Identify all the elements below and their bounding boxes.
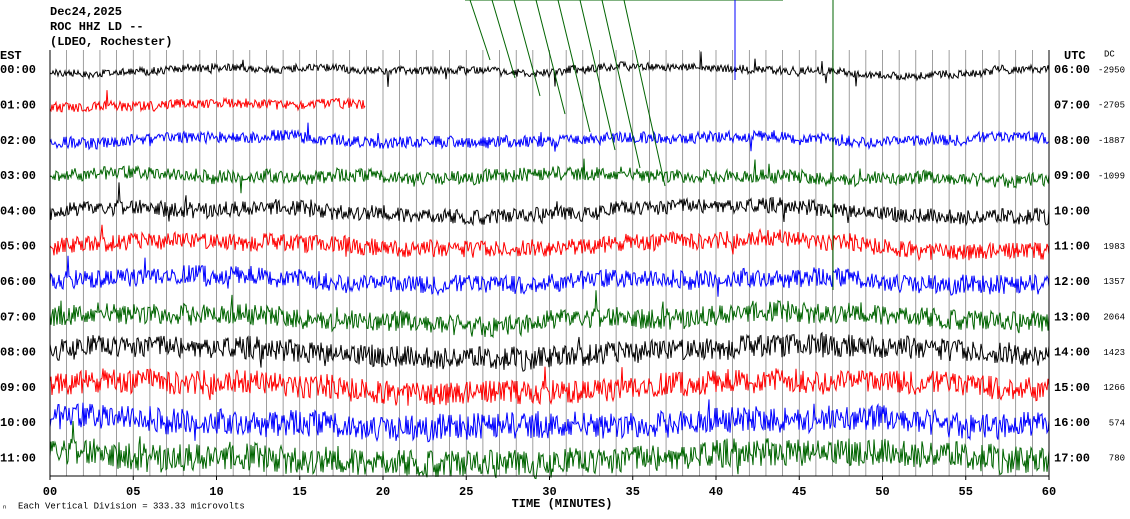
x-tick-label: 55 <box>959 485 973 499</box>
trace <box>49 366 1050 406</box>
right-axis-title: UTC <box>1064 49 1086 63</box>
est-label: 08:00 <box>0 346 36 360</box>
est-label: 00:00 <box>0 63 36 77</box>
dc-label: -2705 <box>1098 101 1125 111</box>
trace <box>49 290 1050 339</box>
dc-label: -2950 <box>1098 65 1125 75</box>
trace-offset <box>469 0 491 61</box>
x-tick-label: 10 <box>209 485 223 499</box>
est-label: 01:00 <box>0 98 36 112</box>
trace <box>49 90 366 113</box>
utc-label: 13:00 <box>1054 310 1090 324</box>
trace <box>49 399 1050 443</box>
trace <box>49 255 1050 297</box>
dc-label: 1983 <box>1103 242 1125 252</box>
utc-label: 07:00 <box>1054 98 1090 112</box>
trace <box>49 122 1050 152</box>
labels: 00 05 10 15 20 25 30 35 40 45 50 55 60 00:00 06:00 -295… <box>0 63 1125 499</box>
x-axis-title: TIME (MINUTES) <box>512 497 613 511</box>
trace <box>49 224 1050 262</box>
utc-label: 10:00 <box>1054 204 1090 218</box>
x-tick-label: 00 <box>43 485 57 499</box>
dc-label: -1099 <box>1098 171 1125 181</box>
est-label: 11:00 <box>0 451 36 465</box>
trace <box>49 420 1050 480</box>
dc-label: 1357 <box>1103 277 1125 287</box>
trace-offset <box>601 0 641 169</box>
x-tick-label: 35 <box>626 485 640 499</box>
dc-label: 1266 <box>1103 383 1125 393</box>
left-axis-title: EST <box>0 49 22 63</box>
footer: ₙ <box>2 501 7 511</box>
dc-label: 780 <box>1109 454 1125 464</box>
est-label: 03:00 <box>0 169 36 183</box>
footer-text: Each Vertical Division = 333.33 microvol… <box>18 501 245 511</box>
utc-label: 15:00 <box>1054 381 1090 395</box>
utc-label: 17:00 <box>1054 451 1090 465</box>
trace-offset <box>557 0 591 133</box>
x-tick-label: 40 <box>709 485 723 499</box>
dc-label: -1887 <box>1098 136 1125 146</box>
trace <box>49 158 1050 194</box>
x-tick-label: 15 <box>293 485 307 499</box>
utc-label: 12:00 <box>1054 275 1090 289</box>
date: Dec24,2025 <box>50 5 122 19</box>
x-tick-label: 60 <box>1042 485 1056 499</box>
trace-offset <box>513 0 541 97</box>
est-label: 05:00 <box>0 240 36 254</box>
trace-offset <box>535 0 566 115</box>
utc-label: 14:00 <box>1054 346 1090 360</box>
grid <box>66 50 1033 476</box>
trace <box>49 182 1050 227</box>
utc-label: 08:00 <box>1054 134 1090 148</box>
trace <box>49 331 1050 372</box>
location: (LDEO, Rochester) <box>50 35 172 49</box>
trace-offset <box>623 0 666 187</box>
utc-label: 06:00 <box>1054 63 1090 77</box>
utc-label: 11:00 <box>1054 240 1090 254</box>
est-label: 02:00 <box>0 134 36 148</box>
x-tick-label: 05 <box>126 485 140 499</box>
dc-label: 574 <box>1109 418 1125 428</box>
x-tick-label: 45 <box>792 485 806 499</box>
dc-title: DC <box>1104 49 1115 59</box>
dc-label: 2064 <box>1103 312 1125 322</box>
utc-label: 16:00 <box>1054 416 1090 430</box>
est-label: 09:00 <box>0 381 36 395</box>
x-tick-label: 30 <box>542 485 556 499</box>
x-tick-label: 50 <box>875 485 889 499</box>
dc-label: 1423 <box>1103 348 1125 358</box>
est-label: 10:00 <box>0 416 36 430</box>
utc-label: 09:00 <box>1054 169 1090 183</box>
traces <box>49 0 1050 480</box>
trace-offset <box>579 0 616 151</box>
est-label: 04:00 <box>0 204 36 218</box>
station: ROC HHZ LD -- <box>50 20 144 34</box>
trace <box>49 51 1050 87</box>
x-tick-label: 25 <box>459 485 473 499</box>
trace-offset <box>491 0 516 79</box>
est-label: 06:00 <box>0 275 36 289</box>
x-tick-label: 20 <box>376 485 390 499</box>
est-label: 07:00 <box>0 310 36 324</box>
